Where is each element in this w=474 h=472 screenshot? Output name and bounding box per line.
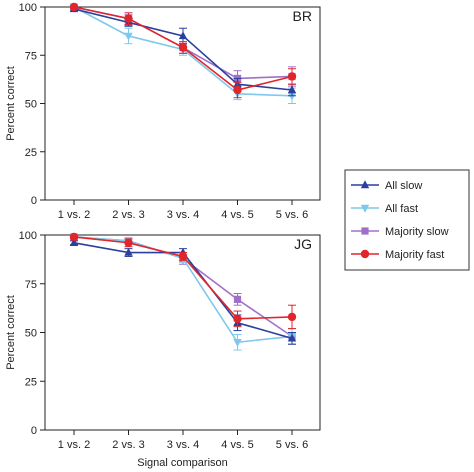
data-point (69, 232, 79, 242)
data-point (287, 333, 297, 342)
legend: All slow All fast Majority slow Majority fa… (344, 169, 470, 271)
y-tick-label: 0 (31, 425, 37, 437)
y-tick-label: 75 (25, 279, 37, 291)
x-tick-label: 4 vs. 5 (221, 209, 253, 221)
y-tick-label: 75 (25, 50, 37, 62)
data-point (287, 92, 297, 101)
data-point (287, 85, 297, 94)
y-tick-label: 50 (25, 99, 37, 111)
data-point (233, 85, 242, 95)
x-tick-label: 4 vs. 5 (221, 439, 253, 451)
data-point (178, 31, 188, 40)
data-point (233, 314, 242, 324)
x-tick-label: 3 vs. 4 (167, 209, 199, 221)
data-point (287, 72, 297, 81)
series-majority-fast (69, 2, 297, 99)
data-point (124, 14, 133, 23)
data-point (124, 247, 133, 256)
legend-label: All slow (385, 180, 422, 192)
legend-marker (360, 249, 370, 259)
legend-label: Majority fast (385, 249, 444, 261)
legend-item-all-slow: All slow (351, 180, 422, 192)
y-tick-label: 0 (31, 195, 37, 207)
legend-marker (360, 204, 370, 213)
data-point (69, 2, 79, 12)
x-tick-label: 5 vs. 6 (276, 439, 308, 451)
y-tick-label: 100 (19, 230, 37, 242)
y-tick-label: 100 (19, 2, 37, 14)
legend-item-majority-fast: Majority fast (351, 249, 444, 261)
data-point (124, 32, 133, 41)
panel-br: 0 25 50 75 100 1 vs. 2 2 vs. 3 3 vs. 4 4 vs. 5 5 … (5, 2, 321, 221)
data-point (233, 295, 242, 303)
data-point (124, 238, 133, 247)
data-point (233, 339, 242, 347)
series-majority-fast (69, 232, 297, 330)
y-axis-label: Percent correct (5, 66, 17, 141)
y-axis-label: Percent correct (5, 295, 17, 370)
data-point (287, 312, 297, 322)
legend-marker (361, 227, 369, 235)
x-axis-label: Signal comparison (137, 457, 228, 469)
panel-jg: 0 25 50 75 100 1 vs. 2 2 vs. 3 3 vs. 4 4 vs. 5 5 … (5, 230, 321, 469)
legend-label: Majority slow (385, 226, 449, 238)
legend-item-all-fast: All fast (351, 203, 418, 215)
data-point (178, 43, 188, 52)
data-point (178, 252, 188, 261)
x-tick-label: 1 vs. 2 (58, 209, 90, 221)
x-tick-label: 5 vs. 6 (276, 209, 308, 221)
legend-label: All fast (385, 203, 418, 215)
y-tick-label: 25 (25, 376, 37, 388)
x-tick-label: 3 vs. 4 (167, 439, 199, 451)
y-tick-label: 50 (25, 328, 37, 340)
legend-item-majority-slow: Majority slow (351, 226, 449, 238)
legend-marker (360, 180, 370, 189)
x-tick-label: 2 vs. 3 (112, 439, 144, 451)
panel-label: JG (294, 236, 312, 252)
panel-label: BR (293, 8, 312, 24)
x-tick-label: 2 vs. 3 (112, 209, 144, 221)
data-point (69, 238, 79, 246)
y-tick-label: 25 (25, 147, 37, 159)
x-tick-label: 1 vs. 2 (58, 439, 90, 451)
